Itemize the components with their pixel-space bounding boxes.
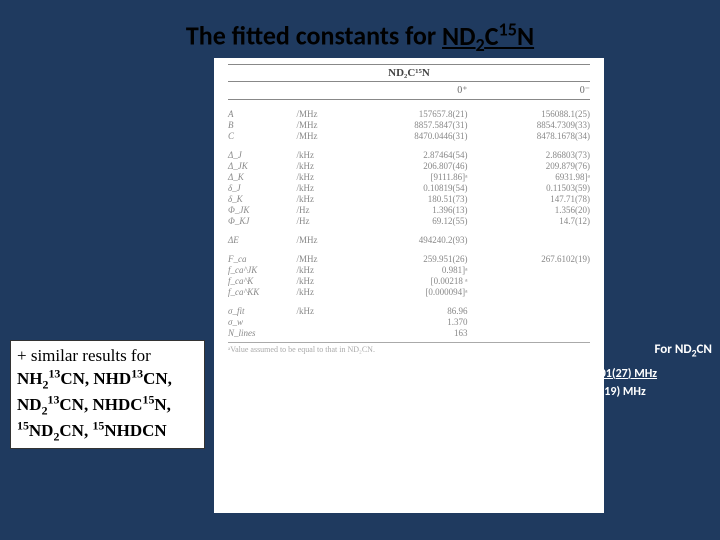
table-section-interaction: F_ca/MHz259.951(26)267.6102(19)f_ca^JK/k… xyxy=(224,253,594,297)
for-molecule-label: For ND2CN xyxy=(527,340,712,361)
table-row: f_ca^K/kHz[0.00218 ᵃ xyxy=(228,275,590,286)
table-row: Δ_J/kHz2.87464(54)2.86803(73) xyxy=(228,149,590,160)
table-row: δ_K/kHz180.51(73)147.71(78) xyxy=(228,193,590,204)
table-section-stats: σ_fit/kHz86.96σ_w1.370N_lines163 xyxy=(224,305,594,338)
table-row: σ_fit/kHz86.96 xyxy=(228,305,590,316)
table-row: C/MHz8470.0446(31)8478.1678(34) xyxy=(228,130,590,141)
constants-table-image: ND₂C¹⁵N 0⁺ 0⁻ A/MHz157657.8(21)156088.1(… xyxy=(214,58,604,513)
table-row: Δ_K/kHz[9111.86]ᵃ6931.98]ᵃ xyxy=(228,171,590,182)
table-section-distortion: Δ_J/kHz2.87464(54)2.86803(73)Δ_JK/kHz206… xyxy=(224,149,594,226)
table-row: Φ_JK/Hz1.396(13)1.356(20) xyxy=(228,204,590,215)
similar-results-box: + similar results forNH213CN, NHD13CN,ND… xyxy=(10,340,205,449)
table-section-energy: ΔE/MHz494240.2(93) xyxy=(224,234,594,245)
table-row: f_ca^JK/kHz0.981]ᵃ xyxy=(228,264,590,275)
fca-value: Fca = 267. 6102(19) MHz xyxy=(527,383,712,403)
table-row: B/MHz8857.5847(31)8854.7309(33) xyxy=(228,119,590,130)
table-column-headers: 0⁺ 0⁻ xyxy=(228,82,590,100)
table-row: f_ca^KK/kHz[0.000094]ᵃ xyxy=(228,286,590,297)
table-row: N_lines163 xyxy=(228,327,590,338)
delta-e-value: ΔE = 494551. 901(27) MHz xyxy=(527,365,712,383)
table-row: ΔE/MHz494240.2(93) xyxy=(228,234,590,245)
slide-title: The fitted constants for ND2C15N xyxy=(0,18,720,56)
table-row: Δ_JK/kHz206.807(46)209.879(76) xyxy=(228,160,590,171)
table-row: Φ_KJ/Hz69.12(55)14.7(12) xyxy=(228,215,590,226)
table-row: F_ca/MHz259.951(26)267.6102(19) xyxy=(228,253,590,264)
table-molecule-header: ND₂C¹⁵N xyxy=(228,64,590,82)
table-section-rotational: A/MHz157657.8(21)156088.1(25)B/MHz8857.5… xyxy=(224,108,594,141)
table-row: A/MHz157657.8(21)156088.1(25) xyxy=(228,108,590,119)
table-row: σ_w1.370 xyxy=(228,316,590,327)
table-row: δ_J/kHz0.10819(54)0.11503(59) xyxy=(228,182,590,193)
nd2cn-values-box: For ND2CN ΔE = 494551. 901(27) MHz Fca =… xyxy=(527,340,712,403)
